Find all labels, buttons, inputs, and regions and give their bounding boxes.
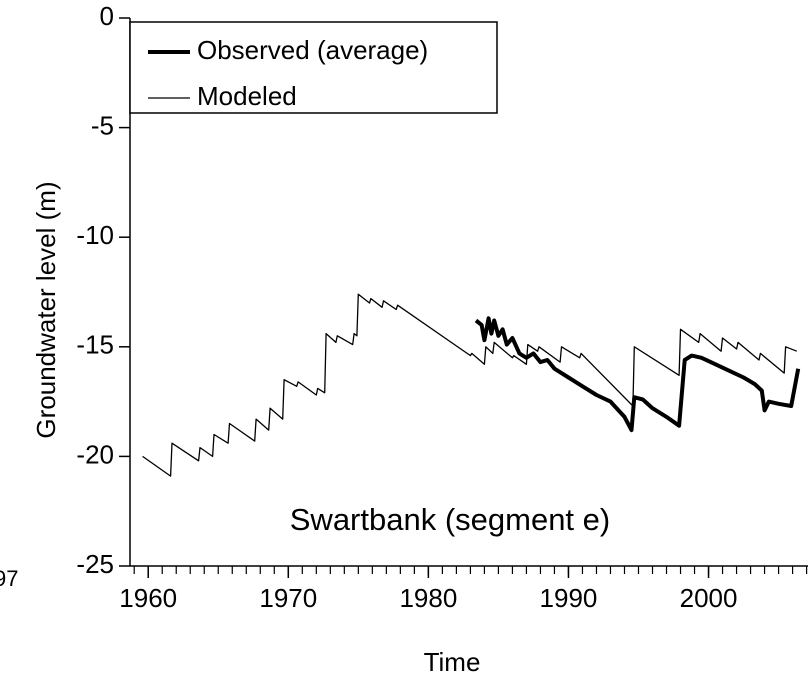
y-tick-label: -25 <box>76 549 114 579</box>
x-axis-label: Time <box>424 647 481 677</box>
y-tick-label: -15 <box>76 330 114 360</box>
y-tick-label: -20 <box>76 439 114 469</box>
y-tick-label: 0 <box>100 1 114 31</box>
x-tick-label: 1960 <box>119 583 177 613</box>
x-tick-label: 1980 <box>399 583 457 613</box>
data-line <box>142 293 798 477</box>
legend-box <box>129 21 498 114</box>
legend-label: Modeled <box>197 81 297 111</box>
x-tick-label: 1990 <box>540 583 598 613</box>
legend-label: Observed (average) <box>197 35 428 65</box>
annotation: 97 <box>0 566 18 591</box>
y-tick-label: -10 <box>76 220 114 250</box>
x-tick-label: 2000 <box>680 583 738 613</box>
y-tick-label: -5 <box>91 110 114 140</box>
x-tick-label: 1970 <box>259 583 317 613</box>
y-axis-label: Groundwater level (m) <box>31 181 61 438</box>
data-line <box>474 316 801 433</box>
annotation: Swartbank (segment e) <box>290 502 610 537</box>
